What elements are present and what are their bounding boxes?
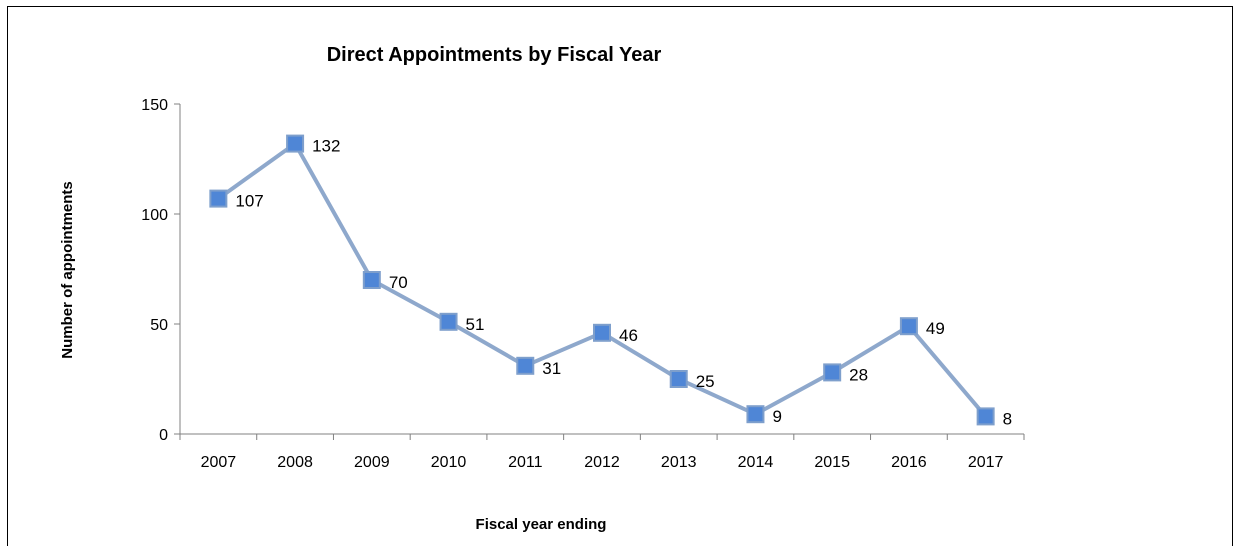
y-tick-label: 150 [141, 97, 168, 114]
data-label: 46 [619, 326, 638, 345]
data-label: 70 [389, 273, 408, 292]
x-tick-label: 2007 [201, 454, 237, 471]
data-label: 25 [696, 372, 715, 391]
x-tick-label: 2012 [584, 454, 620, 471]
x-tick-label: 2013 [661, 454, 697, 471]
chart-title: Direct Appointments by Fiscal Year [327, 44, 662, 66]
y-axis-title: Number of appointments [59, 181, 76, 359]
data-label: 49 [926, 319, 945, 338]
x-tick-label: 2011 [508, 454, 543, 471]
data-label: 8 [1003, 409, 1012, 428]
data-point-marker [286, 134, 305, 153]
data-point-marker [899, 317, 918, 336]
y-tick-label: 0 [159, 427, 168, 444]
chart-frame [7, 6, 1233, 546]
data-point-marker [439, 312, 458, 331]
data-point-marker [209, 189, 228, 208]
data-point-marker [362, 271, 381, 289]
x-tick-label: 2017 [968, 454, 1004, 471]
data-point-marker [823, 363, 842, 382]
x-tick-label: 2014 [738, 454, 774, 471]
x-tick-label: 2009 [354, 454, 390, 471]
y-tick-label: 50 [150, 317, 168, 334]
data-point-marker [516, 356, 535, 375]
data-point-marker [669, 370, 688, 388]
x-tick-label: 2010 [431, 454, 467, 471]
data-label: 28 [849, 365, 868, 384]
data-label: 132 [312, 137, 340, 156]
x-tick-label: 2016 [891, 454, 927, 471]
data-label: 31 [542, 359, 561, 378]
x-tick-label: 2015 [814, 454, 850, 471]
y-tick-label: 100 [141, 207, 168, 224]
data-point-marker [593, 323, 611, 342]
data-label: 9 [772, 407, 781, 426]
series-line [217, 141, 988, 418]
x-tick-label: 2008 [277, 454, 313, 471]
data-point-marker [976, 407, 995, 426]
data-point-marker [746, 405, 765, 424]
data-label: 51 [466, 315, 485, 334]
data-label: 107 [235, 192, 263, 211]
x-axis-title: Fiscal year ending [476, 516, 607, 533]
